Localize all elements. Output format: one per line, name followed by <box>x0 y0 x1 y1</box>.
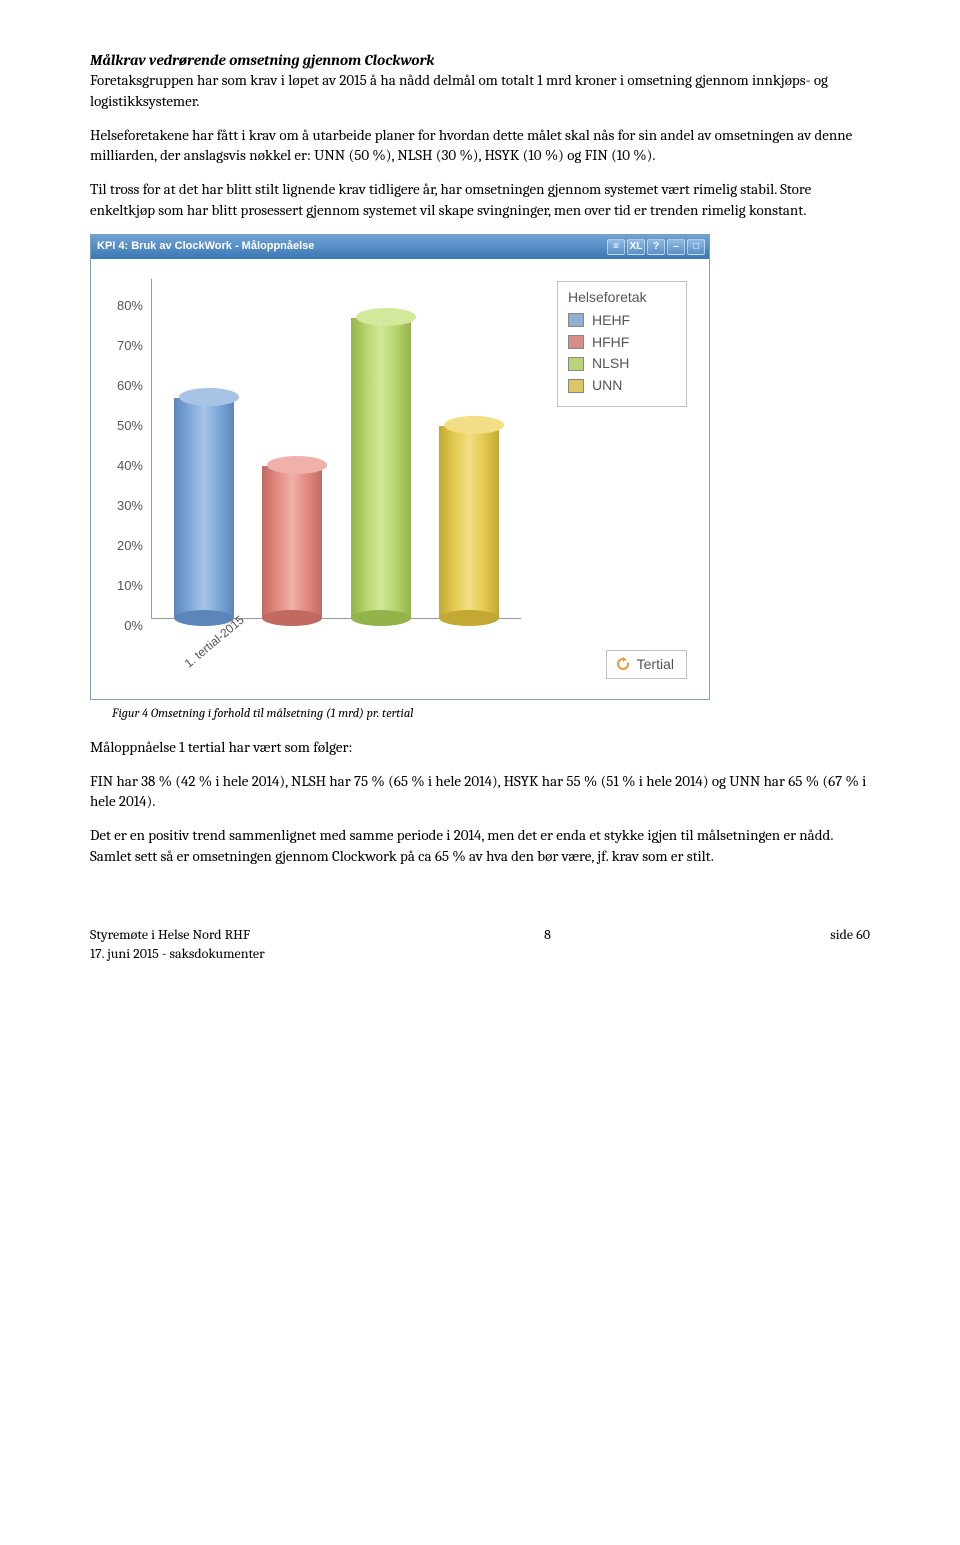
legend-label: HEHF <box>592 311 630 330</box>
legend-item: HEHF <box>568 311 676 330</box>
bar-front <box>351 318 411 618</box>
legend-swatch <box>568 335 584 349</box>
legend: Helseforetak HEHF HFHF NLSH UNN <box>557 281 687 407</box>
legend-swatch <box>568 313 584 327</box>
paragraph: Til tross for at det har blitt stilt lig… <box>90 179 870 220</box>
figure-caption: Figur 4 Omsetning i forhold til målsetni… <box>112 706 870 723</box>
time-filter-label: Tertial <box>637 655 674 674</box>
bar-front <box>262 466 322 618</box>
y-axis-ticks: 0%10%20%30%40%50%60%70%80% <box>91 279 149 619</box>
footer-left: Styremøte i Helse Nord RHF 17. juni 2015… <box>90 926 265 964</box>
footer-page-local: 8 <box>265 926 831 964</box>
help-icon[interactable]: ? <box>647 239 665 255</box>
kpi-widget: KPI 4: Bruk av ClockWork - Måloppnåelse … <box>90 234 710 700</box>
y-tick-label: 50% <box>93 417 143 435</box>
bars-container <box>152 279 521 618</box>
bar-top <box>267 456 327 474</box>
paragraph: FIN har 38 % (42 % i hele 2014), NLSH ha… <box>90 771 870 812</box>
xl-icon[interactable]: XL <box>627 239 645 255</box>
minimize-icon[interactable]: – <box>667 239 685 255</box>
section-heading: Målkrav vedrørende omsetning gjennom Clo… <box>90 50 870 70</box>
page-footer: Styremøte i Helse Nord RHF 17. juni 2015… <box>90 926 870 964</box>
bar-front <box>439 426 499 618</box>
paragraph: Helseforetakene har fått i krav om å uta… <box>90 125 870 166</box>
legend-swatch <box>568 357 584 371</box>
legend-item: NLSH <box>568 354 676 373</box>
legend-label: NLSH <box>592 354 629 373</box>
widget-controls: ≡ XL ? – □ <box>607 239 705 255</box>
footer-meeting: Styremøte i Helse Nord RHF <box>90 926 265 945</box>
paragraph: Måloppnåelse 1 tertial har vært som følg… <box>90 737 870 757</box>
bar-nlsh <box>351 318 411 618</box>
bar-top <box>179 388 239 406</box>
paragraph: Foretaksgruppen har som krav i løpet av … <box>90 70 870 111</box>
chart-figure: KPI 4: Bruk av ClockWork - Måloppnåelse … <box>90 234 870 723</box>
y-tick-label: 60% <box>93 377 143 395</box>
y-tick-label: 40% <box>93 457 143 475</box>
y-tick-label: 20% <box>93 537 143 555</box>
refresh-icon <box>615 656 631 672</box>
bar-unn <box>439 426 499 618</box>
widget-titlebar: KPI 4: Bruk av ClockWork - Måloppnåelse … <box>91 235 709 259</box>
legend-swatch <box>568 379 584 393</box>
chart-plot-area <box>151 279 521 619</box>
legend-title: Helseforetak <box>568 288 676 307</box>
collapse-icon[interactable]: ≡ <box>607 239 625 255</box>
bar-top <box>356 308 416 326</box>
widget-title: KPI 4: Bruk av ClockWork - Måloppnåelse <box>95 239 607 254</box>
y-tick-label: 30% <box>93 497 143 515</box>
time-filter[interactable]: Tertial <box>606 650 687 679</box>
paragraph: Det er en positiv trend sammenlignet med… <box>90 825 870 866</box>
maximize-icon[interactable]: □ <box>687 239 705 255</box>
footer-date: 17. juni 2015 - saksdokumenter <box>90 945 265 964</box>
y-tick-label: 80% <box>93 297 143 315</box>
bar-top <box>444 416 504 434</box>
widget-body: 0% 10% 20% 30% 40% 50% 60% 70% 80% 1. tertial-20… <box>91 259 709 699</box>
legend-label: HFHF <box>592 333 629 352</box>
bar-hehf <box>174 398 234 618</box>
footer-page-global: side 60 <box>830 926 870 964</box>
y-tick-label: 70% <box>93 337 143 355</box>
legend-label: UNN <box>592 376 622 395</box>
legend-item: HFHF <box>568 333 676 352</box>
bar-front <box>174 398 234 618</box>
bar-hfhf <box>262 466 322 618</box>
y-tick-label: 10% <box>93 577 143 595</box>
y-tick-label: 0% <box>93 617 143 635</box>
legend-item: UNN <box>568 376 676 395</box>
x-axis-labels: 1. tertial-2015 <box>151 624 521 684</box>
